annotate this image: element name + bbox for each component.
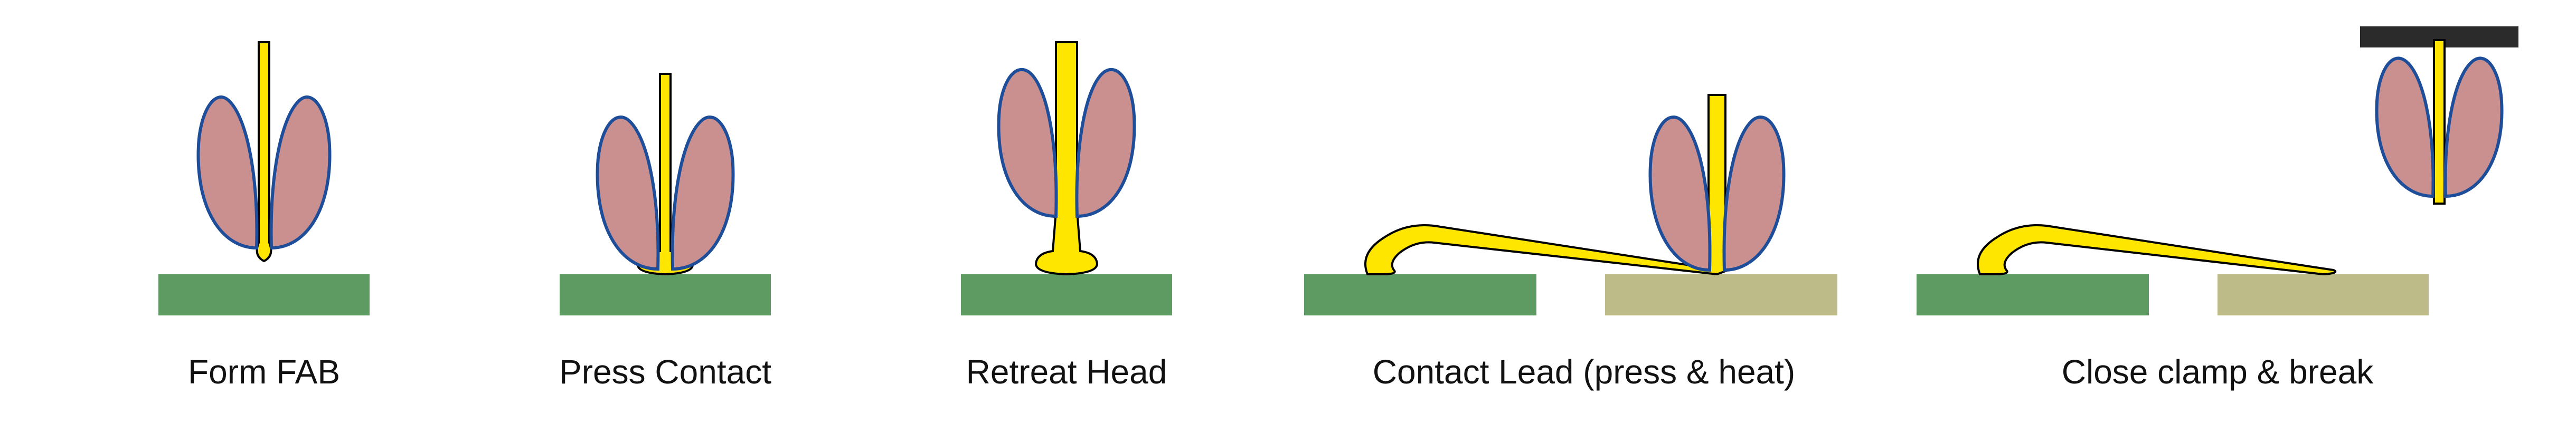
bond-pad — [560, 274, 771, 315]
step-press-contact-svg — [465, 21, 866, 338]
step-retreat-head: Retreat Head — [866, 21, 1267, 391]
completed-bond-wire — [1978, 225, 2335, 274]
wire-bond-process-diagram: Form FAB Press Contact — [0, 0, 2576, 442]
caption-press-contact: Press Contact — [559, 352, 771, 391]
step-form-fab-svg — [63, 21, 465, 338]
bond-pad — [158, 274, 370, 315]
die-pad — [1304, 274, 1536, 315]
step-close-clamp-svg — [1901, 21, 2534, 338]
step-form-fab: Form FAB — [63, 21, 465, 391]
caption-form-fab: Form FAB — [188, 352, 340, 391]
step-press-contact: Press Contact — [465, 21, 866, 391]
broken-wire-tail — [2434, 40, 2445, 204]
bond-pad — [961, 274, 1172, 315]
die-pad — [1917, 274, 2149, 315]
step-retreat-head-svg — [866, 21, 1267, 338]
step-contact-lead: Contact Lead (press & heat) — [1267, 21, 1901, 391]
caption-close-clamp: Close clamp & break — [2062, 352, 2373, 391]
wire-with-fab — [257, 42, 271, 261]
step-contact-lead-svg — [1267, 21, 1901, 338]
caption-contact-lead: Contact Lead (press & heat) — [1373, 352, 1795, 391]
lead-pad — [1605, 274, 1837, 315]
step-close-clamp: Close clamp & break — [1901, 21, 2534, 391]
caption-retreat-head: Retreat Head — [966, 352, 1167, 391]
lead-pad — [2218, 274, 2429, 315]
